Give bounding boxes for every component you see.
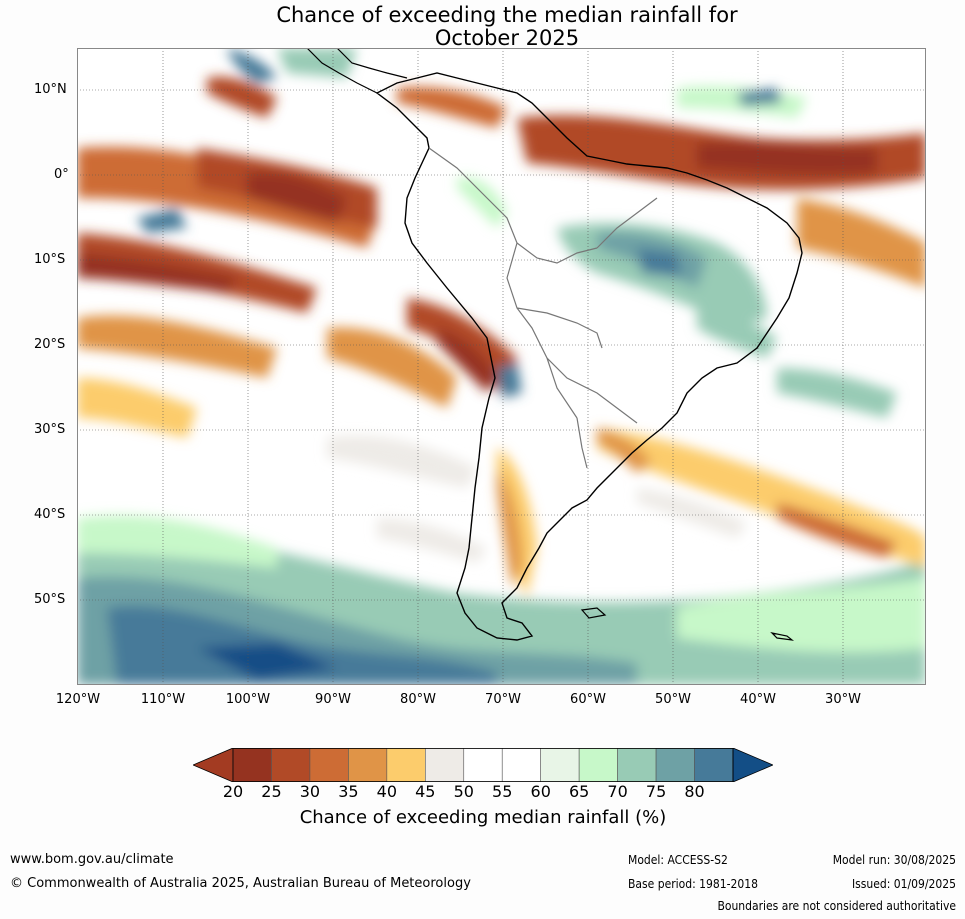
- map-svg: [77, 48, 926, 685]
- colorbar-tick-label: 45: [415, 782, 436, 801]
- footer-base-period: Base period: 1981-2018: [628, 877, 759, 891]
- lat-label-30s: 30°S: [34, 422, 66, 437]
- colorbar-segment: [463, 748, 503, 782]
- lon-label-110w: 110°W: [140, 692, 186, 707]
- lat-label-20s: 20°S: [34, 337, 66, 352]
- south-georgia-outline: [770, 632, 795, 641]
- footer-disclaimer: Boundaries are not considered authoritat…: [717, 899, 956, 913]
- colorbar-tick-label: 80: [684, 782, 705, 801]
- country-borders: [428, 147, 658, 469]
- colorbar-segment: [348, 748, 388, 782]
- colorbar-outline: [232, 748, 734, 782]
- colorbar-tick-label: 75: [645, 782, 667, 801]
- colorbar-tick-label: 40: [376, 782, 398, 801]
- footer-url: www.bom.gov.au/climate: [10, 852, 174, 867]
- title-line-1: Chance of exceeding the median rainfall …: [276, 3, 738, 27]
- lat-label-10s: 10°S: [34, 252, 66, 267]
- lat-label-40s: 40°S: [34, 507, 66, 522]
- gridlines: [77, 48, 926, 685]
- lon-label-40w: 40°W: [740, 692, 776, 707]
- colorbar-segment: [386, 748, 426, 782]
- lon-label-50w: 50°W: [655, 692, 691, 707]
- colorbar-title: Chance of exceeding median rainfall (%): [299, 807, 667, 828]
- lon-label-80w: 80°W: [400, 692, 436, 707]
- colorbar-segment: [617, 748, 657, 782]
- lon-label-30w: 30°W: [825, 692, 861, 707]
- rainfall-probability-map: [77, 48, 926, 685]
- colorbar-tick-label: 70: [607, 782, 628, 801]
- colorbar: [193, 748, 773, 782]
- lon-label-60w: 60°W: [570, 692, 606, 707]
- colorbar-segment: [578, 748, 618, 782]
- map-title: Chance of exceeding the median rainfall …: [0, 4, 965, 50]
- lat-label-0: 0°: [54, 167, 69, 182]
- lon-label-70w: 70°W: [485, 692, 521, 707]
- title-line-2: October 2025: [434, 26, 580, 50]
- colorbar-tick-label: 65: [568, 782, 590, 801]
- colorbar-segment: [309, 748, 349, 782]
- lon-label-90w: 90°W: [315, 692, 351, 707]
- colorbar-segment: [540, 748, 580, 782]
- colorbar-segment: [425, 748, 465, 782]
- colorbar-tick-label: 30: [299, 782, 321, 801]
- colorbar-tick-label: 60: [530, 782, 551, 801]
- footer-model: Model: ACCESS-S2: [628, 853, 728, 867]
- colorbar-tick-label: 55: [492, 782, 513, 801]
- colorbar-over-arrow: [732, 748, 773, 782]
- colorbar-segment: [232, 748, 272, 782]
- footer-copyright: © Commonwealth of Australia 2025, Austra…: [10, 876, 471, 891]
- footer-issued: Issued: 01/09/2025: [851, 877, 956, 891]
- south-america-coastline: [375, 72, 803, 641]
- colorbar-segment: [655, 748, 695, 782]
- lat-label-50s: 50°S: [34, 592, 66, 607]
- colorbar-tick-label: 20: [222, 782, 244, 801]
- map-border: [77, 48, 926, 685]
- colorbar-segment: [271, 748, 311, 782]
- colorbar-tick-label: 25: [261, 782, 282, 801]
- lon-label-120w: 120°W: [55, 692, 101, 707]
- central-america-coastline: [306, 48, 408, 94]
- colorbar-under-arrow: [193, 748, 234, 782]
- colorbar-segment: [694, 748, 734, 782]
- colorbar-tick-label: 35: [338, 782, 359, 801]
- footer-model-run: Model run: 30/08/2025: [832, 853, 956, 867]
- probability-fields: [77, 48, 926, 685]
- lon-label-100w: 100°W: [225, 692, 271, 707]
- falklands-outline: [580, 607, 607, 619]
- lat-label-10n: 10°N: [34, 82, 67, 97]
- colorbar-segment: [501, 748, 541, 782]
- colorbar-tick-label: 50: [453, 782, 474, 801]
